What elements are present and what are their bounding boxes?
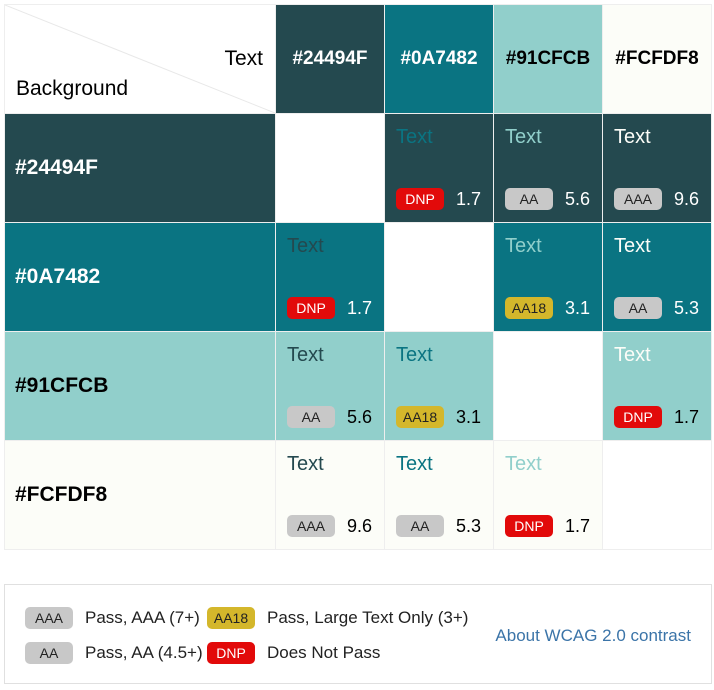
rating-badge: DNP bbox=[505, 515, 553, 537]
contrast-cell: Text AA18 3.1 bbox=[384, 331, 494, 441]
contrast-cell: Text AA 5.6 bbox=[493, 113, 603, 223]
column-header: #24494F bbox=[275, 4, 385, 114]
empty-cell bbox=[275, 113, 385, 223]
column-header-label: #0A7482 bbox=[400, 48, 478, 69]
empty-cell bbox=[602, 440, 712, 550]
legend-badge-dnp: DNP bbox=[207, 642, 255, 664]
sample-text: Text bbox=[505, 126, 542, 148]
contrast-cell: Text AA18 3.1 bbox=[493, 222, 603, 332]
contrast-cell: Text AA 5.6 bbox=[275, 331, 385, 441]
rating-badge: AA bbox=[287, 406, 335, 428]
row-header-label: #0A7482 bbox=[15, 265, 101, 288]
column-header: #91CFCB bbox=[493, 4, 603, 114]
sample-text: Text bbox=[396, 126, 433, 148]
rating-badge: DNP bbox=[396, 188, 444, 210]
column-header-label: #FCFDF8 bbox=[615, 48, 699, 69]
corner-cell: Text Background bbox=[4, 4, 276, 114]
legend-text-aaa: Pass, AAA (7+) bbox=[85, 608, 200, 627]
legend-badge-aa: AA bbox=[25, 642, 73, 664]
grid-row: #FCFDF8 Text AAA 9.6 Text AA 5.3 Text DNP 1.7 bbox=[4, 440, 712, 550]
contrast-ratio: 5.3 bbox=[456, 516, 482, 536]
contrast-ratio: 1.7 bbox=[674, 407, 700, 427]
legend-text-dnp: Does Not Pass bbox=[267, 643, 381, 662]
rating-badge: AA bbox=[396, 515, 444, 537]
row-header-label: #91CFCB bbox=[15, 374, 109, 397]
column-header: #FCFDF8 bbox=[602, 4, 712, 114]
contrast-cell: Text AAA 9.6 bbox=[602, 113, 712, 223]
contrast-ratio: 5.6 bbox=[347, 407, 373, 427]
column-header-label: #24494F bbox=[292, 48, 368, 69]
contrast-ratio: 5.3 bbox=[674, 298, 700, 318]
grid-row: #0A7482 Text DNP 1.7 Text AA18 3.1 Text AA 5.3 bbox=[4, 222, 712, 332]
contrast-cell: Text AA 5.3 bbox=[384, 440, 494, 550]
header-row: Text Background #24494F #0A7482 #91CFCB … bbox=[4, 4, 712, 114]
contrast-cell: Text DNP 1.7 bbox=[493, 440, 603, 550]
rating-badge: AAA bbox=[614, 188, 662, 210]
sample-text: Text bbox=[396, 344, 433, 366]
legend-text-aa18: Pass, Large Text Only (3+) bbox=[267, 608, 469, 627]
contrast-ratio: 1.7 bbox=[456, 189, 482, 209]
contrast-ratio: 9.6 bbox=[347, 516, 373, 536]
empty-cell bbox=[493, 331, 603, 441]
sample-text: Text bbox=[287, 344, 324, 366]
contrast-cell: Text AAA 9.6 bbox=[275, 440, 385, 550]
legend-badge-aaa: AAA bbox=[25, 607, 73, 629]
grid-row: #24494F Text DNP 1.7 Text AA 5.6 Text AAA 9.6 bbox=[4, 113, 712, 223]
rating-badge: DNP bbox=[287, 297, 335, 319]
contrast-ratio: 1.7 bbox=[565, 516, 591, 536]
row-header: #91CFCB bbox=[4, 331, 276, 441]
sample-text: Text bbox=[396, 453, 433, 475]
empty-cell bbox=[384, 222, 494, 332]
legend-badge-aa18: AA18 bbox=[207, 607, 255, 629]
rating-badge: AAA bbox=[287, 515, 335, 537]
contrast-ratio: 5.6 bbox=[565, 189, 591, 209]
contrast-ratio: 3.1 bbox=[565, 298, 591, 318]
contrast-cell: Text DNP 1.7 bbox=[384, 113, 494, 223]
sample-text: Text bbox=[614, 126, 651, 148]
contrast-ratio: 3.1 bbox=[456, 407, 482, 427]
row-header: #FCFDF8 bbox=[4, 440, 276, 550]
contrast-ratio: 1.7 bbox=[347, 298, 373, 318]
sample-text: Text bbox=[614, 235, 651, 257]
rating-badge: AA bbox=[505, 188, 553, 210]
row-header-label: #FCFDF8 bbox=[15, 483, 108, 506]
legend-text-aa: Pass, AA (4.5+) bbox=[85, 643, 203, 662]
sample-text: Text bbox=[287, 235, 324, 257]
legend: AAA Pass, AAA (7+) AA18 Pass, Large Text… bbox=[4, 584, 712, 684]
contrast-cell: Text DNP 1.7 bbox=[275, 222, 385, 332]
sample-text: Text bbox=[505, 453, 542, 475]
sample-text: Text bbox=[614, 344, 651, 366]
rating-badge: AA18 bbox=[396, 406, 444, 428]
corner-diagonal bbox=[5, 5, 275, 113]
rating-badge: AA18 bbox=[505, 297, 553, 319]
row-header: #0A7482 bbox=[4, 222, 276, 332]
wcag-contrast-link[interactable]: About WCAG 2.0 contrast bbox=[495, 626, 691, 645]
column-header: #0A7482 bbox=[384, 4, 494, 114]
rating-badge: DNP bbox=[614, 406, 662, 428]
contrast-grid: Text Background #24494F #0A7482 #91CFCB … bbox=[4, 4, 712, 550]
contrast-cell: Text AA 5.3 bbox=[602, 222, 712, 332]
row-header-label: #24494F bbox=[15, 156, 98, 179]
rating-badge: AA bbox=[614, 297, 662, 319]
sample-text: Text bbox=[505, 235, 542, 257]
text-axis-label: Text bbox=[224, 47, 263, 70]
sample-text: Text bbox=[287, 453, 324, 475]
grid-row: #91CFCB Text AA 5.6 Text AA18 3.1 Text DNP 1.7 bbox=[4, 331, 712, 441]
column-header-label: #91CFCB bbox=[505, 48, 591, 69]
background-axis-label: Background bbox=[16, 77, 129, 100]
row-header: #24494F bbox=[4, 113, 276, 223]
contrast-ratio: 9.6 bbox=[674, 189, 700, 209]
contrast-cell: Text DNP 1.7 bbox=[602, 331, 712, 441]
